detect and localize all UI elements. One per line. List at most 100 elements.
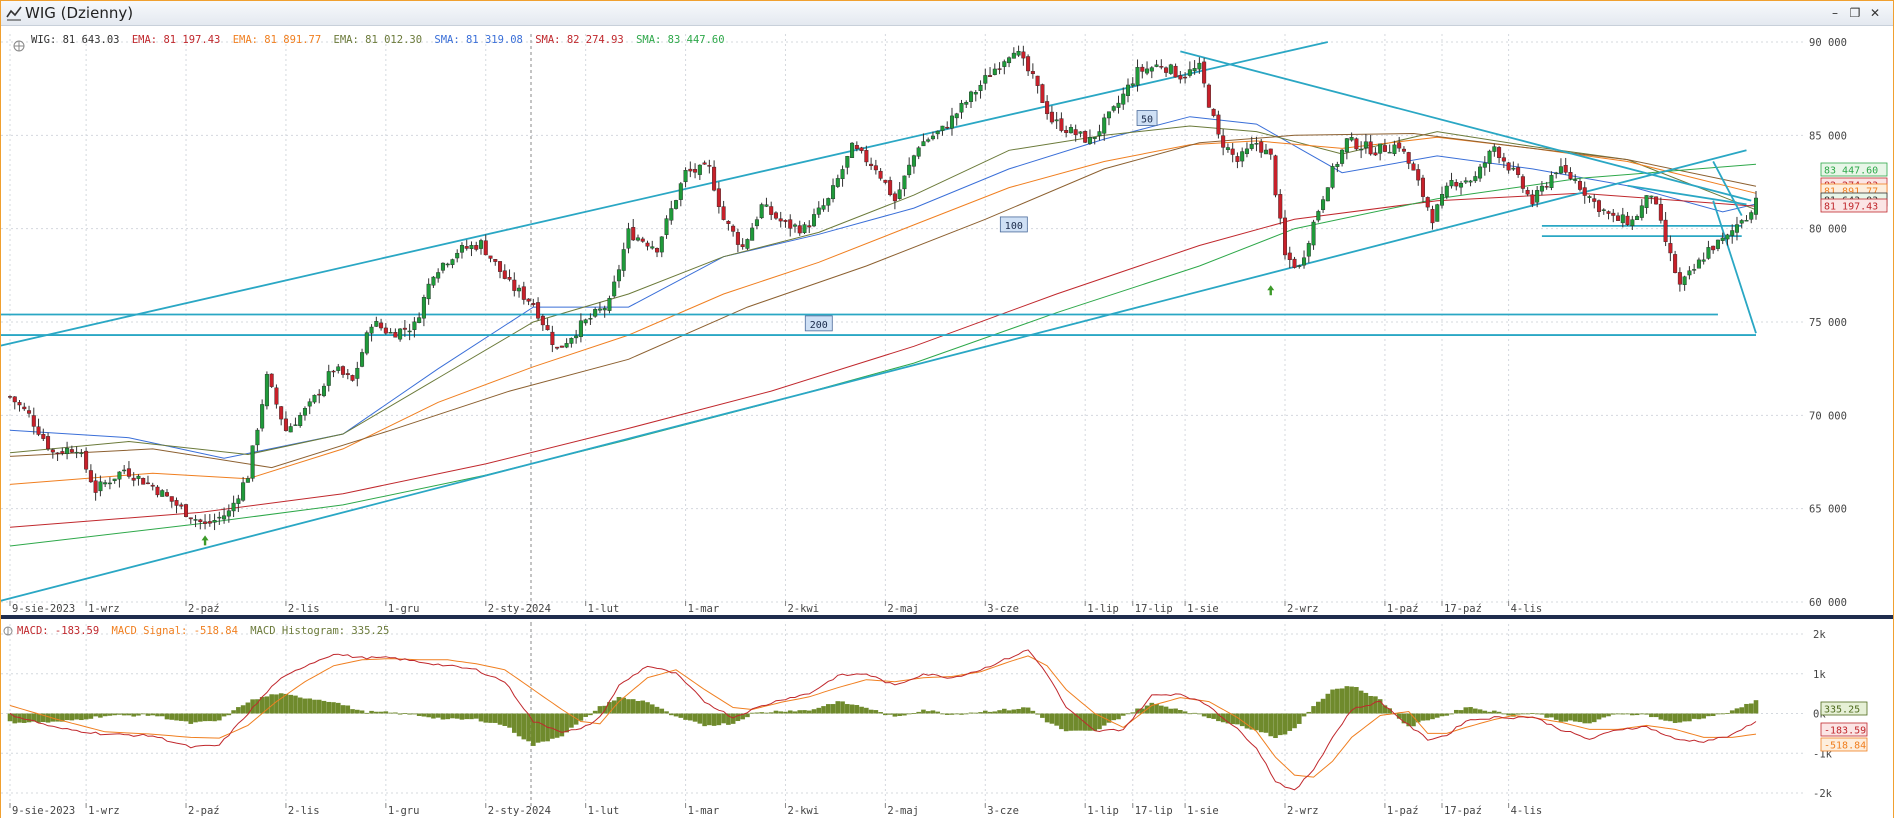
- candle-body: [1068, 127, 1073, 134]
- candle-body: [1744, 219, 1749, 222]
- candle-body: [1468, 180, 1473, 183]
- candle-body: [1311, 221, 1316, 246]
- trendlines[interactable]: [1, 41, 1757, 606]
- candle-body: [1035, 75, 1040, 86]
- candle-body: [1235, 156, 1240, 162]
- macd-histogram-bar: [906, 713, 912, 715]
- candle-body: [1335, 164, 1340, 167]
- macd-histogram-bar: [60, 713, 65, 722]
- candle-body: [1392, 144, 1397, 154]
- macd-histogram-bar: [221, 713, 227, 717]
- candle-body: [1368, 141, 1373, 155]
- macd-histogram-bar: [973, 712, 979, 714]
- macd-histogram-bar: [1539, 713, 1545, 715]
- macd-histogram-bar: [716, 713, 722, 726]
- macd-histogram-bar: [126, 713, 132, 716]
- macd-histogram-bar: [607, 702, 612, 714]
- macd-histogram-bar: [1672, 713, 1678, 723]
- price-tick-label: 80 000: [1809, 224, 1847, 236]
- candle-body: [1382, 145, 1387, 152]
- trendline: [1712, 161, 1743, 217]
- candle-body: [1244, 148, 1249, 155]
- candle-body: [1106, 111, 1111, 119]
- candle-body: [417, 317, 422, 323]
- candle-body: [1539, 185, 1544, 192]
- panel-separator[interactable]: [1, 615, 1893, 619]
- candle-body: [1720, 237, 1725, 241]
- macd-histogram-bar: [1463, 707, 1469, 714]
- minimize-button[interactable]: –: [1832, 6, 1838, 20]
- legend-macd: MACD: -183.59: [17, 625, 99, 637]
- candle-body: [1230, 148, 1235, 155]
- macd-histogram-bar: [878, 712, 883, 714]
- candle-body: [1525, 190, 1530, 195]
- date-label: 1-lut: [588, 805, 620, 817]
- macd-histogram-bar: [711, 713, 717, 726]
- chart-canvas[interactable]: 90 000 85 000 80 000 75 000 70 000 65 000 60 0…: [1, 26, 1893, 818]
- macd-histogram-bar: [640, 700, 646, 714]
- candle-body: [374, 321, 379, 327]
- macd-histogram-bar: [1002, 708, 1007, 714]
- candle-body: [1059, 118, 1064, 131]
- macd-histogram-bar: [1473, 708, 1478, 714]
- macd-histogram-bar: [1577, 713, 1583, 723]
- candle-body: [1558, 166, 1563, 174]
- candle-body: [897, 189, 902, 199]
- candle-body: [474, 245, 479, 250]
- macd-histogram-bar: [283, 693, 289, 714]
- macd-histogram-bar: [1225, 713, 1231, 724]
- macd-histogram-bar: [464, 713, 470, 720]
- candle-body: [655, 248, 660, 253]
- candle-body: [812, 214, 817, 227]
- macd-histogram-bar: [131, 713, 136, 717]
- candle-body: [1715, 239, 1720, 249]
- candle-body: [635, 237, 640, 241]
- macd-histogram-bar: [1163, 706, 1169, 714]
- macd-tick-label: 1k: [1813, 669, 1826, 681]
- candle-body: [612, 281, 617, 297]
- macd-zoom-icon[interactable]: [3, 626, 13, 636]
- candle-body: [274, 387, 279, 405]
- close-button[interactable]: ✕: [1869, 6, 1881, 20]
- macd-date-axis: 9-sie-2023 1-wrz 2-paź 2-lis 1-gru 2-sty-2024…: [9, 803, 1542, 817]
- candle-body: [1306, 243, 1311, 257]
- macd-histogram-bar: [1677, 713, 1683, 723]
- macd-histogram-bar: [1021, 707, 1026, 714]
- macd-histogram-bar: [136, 713, 141, 716]
- macd-histogram-bar: [378, 711, 384, 714]
- panel-zoom-icon[interactable]: [13, 40, 25, 52]
- chart-app-icon: [6, 6, 22, 21]
- trendline: [1, 41, 1329, 347]
- candle-body: [469, 245, 474, 249]
- macd-histogram-bar: [1211, 713, 1216, 719]
- candle-body: [1344, 138, 1349, 153]
- candle-body: [1749, 212, 1754, 220]
- date-label: 4-lis: [1511, 603, 1543, 615]
- candle-body: [1487, 150, 1492, 164]
- macd-histogram-bar: [1178, 709, 1183, 714]
- candle-body: [930, 135, 935, 140]
- candle-body: [1168, 64, 1173, 74]
- macd-histogram-bar: [255, 699, 260, 714]
- macd-tag-label: -183.59: [1824, 726, 1866, 737]
- candle-body: [1145, 68, 1150, 74]
- candle-body: [1549, 175, 1554, 188]
- macd-tag-label: -518.84: [1824, 741, 1866, 752]
- macd-histogram-bar: [1173, 708, 1178, 714]
- macd-histogram-bar: [825, 704, 831, 714]
- macd-histogram-bar: [1725, 713, 1730, 715]
- macd-histogram-bar: [1097, 713, 1102, 730]
- candle-body: [298, 415, 303, 426]
- ma-period-box: [999, 216, 1028, 233]
- candle-body: [345, 373, 350, 376]
- macd-histogram-bar: [1216, 713, 1221, 722]
- macd-histogram-bar: [1087, 713, 1093, 731]
- macd-histogram-bar: [12, 713, 18, 724]
- candle-body: [364, 332, 369, 354]
- candle-body: [588, 318, 593, 320]
- macd-histogram-bar: [873, 710, 879, 714]
- macd-histogram-bar: [1553, 713, 1559, 720]
- macd-histogram-bar: [868, 709, 874, 714]
- restore-button[interactable]: ❐: [1849, 6, 1861, 20]
- candle-body: [1149, 67, 1154, 72]
